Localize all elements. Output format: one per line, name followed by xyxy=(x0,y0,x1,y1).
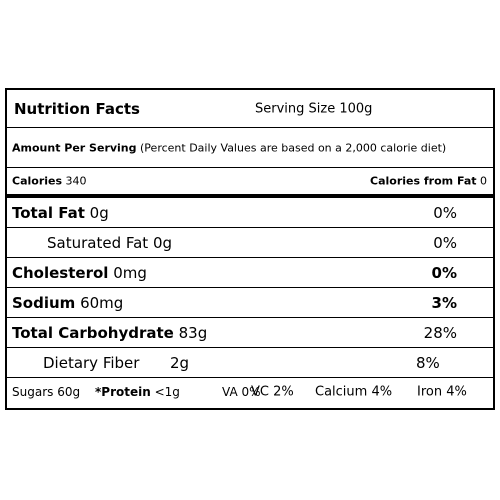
footer-value: 60g xyxy=(57,385,81,399)
footer-value: 4% xyxy=(446,384,467,400)
amount-note: (Percent Daily Values are based on a 2,0… xyxy=(140,141,447,154)
footer-value: 2% xyxy=(273,384,294,400)
nutrient: Total Fat 0g xyxy=(12,204,109,222)
footer-label: VA xyxy=(222,385,238,399)
title: Nutrition Facts xyxy=(14,99,140,118)
footer-value: <1g xyxy=(154,385,180,399)
nutrient-row: Total Fat 0g 0% xyxy=(7,198,493,228)
daily-value: 0% xyxy=(433,203,457,222)
footer-item: *Protein <1g xyxy=(95,385,180,399)
footer-row: Sugars 60g *Protein <1g VA 0% VC 2% Calc… xyxy=(7,378,493,406)
footer-value: 0% xyxy=(241,385,261,399)
calories-fat-label: Calories from Fat xyxy=(370,174,477,188)
nutrient-label: Total Fat xyxy=(12,203,85,222)
daily-value: 0% xyxy=(433,233,457,252)
amount-row: Amount Per Serving (Percent Daily Values… xyxy=(7,128,493,168)
calories-fat: Calories from Fat 0 xyxy=(370,175,487,188)
calories: Calories 340 xyxy=(12,175,87,188)
nutrient-amount: 83g xyxy=(178,323,208,342)
daily-value: 28% xyxy=(423,323,457,342)
nutrient-label: Sodium xyxy=(12,293,76,312)
nutrient-row: Total Carbohydrate 83g 28% xyxy=(7,318,493,348)
footer-item: Sugars 60g xyxy=(12,385,80,399)
nutrient-row: Sodium 60mg 3% xyxy=(7,288,493,318)
nutrient-amount: 2g xyxy=(170,353,190,372)
calories-label: Calories xyxy=(12,174,63,188)
nutrient-label: Cholesterol xyxy=(12,263,109,282)
footer-label: Calcium xyxy=(315,384,368,400)
nutrition-label: Nutrition Facts Serving Size 100g Amount… xyxy=(5,88,495,410)
footer-label: VC xyxy=(251,384,269,400)
footer-item: VA 0% xyxy=(222,385,261,399)
serving-size: Serving Size 100g xyxy=(255,101,373,116)
footer-label: *Protein xyxy=(95,385,151,399)
calories-value: 340 xyxy=(65,174,87,188)
amount-label: Amount Per Serving xyxy=(12,141,137,154)
daily-value: 8% xyxy=(416,353,440,372)
nutrient-amount: 60mg xyxy=(80,293,124,312)
nutrient-row: Dietary Fiber 2g 8% xyxy=(7,348,493,378)
nutrient: Cholesterol 0mg xyxy=(12,264,147,282)
nutrient: Total Carbohydrate 83g xyxy=(12,324,207,342)
calories-row: Calories 340 Calories from Fat 0 xyxy=(7,168,493,198)
nutrient-label: Total Carbohydrate xyxy=(12,323,174,342)
calories-fat-value: 0 xyxy=(480,174,487,188)
footer-label: Sugars xyxy=(12,385,54,399)
nutrient-amount: 0g xyxy=(89,203,109,222)
amount-text: Amount Per Serving (Percent Daily Values… xyxy=(12,141,446,154)
nutrient-amount: 0mg xyxy=(113,263,147,282)
footer-value: 4% xyxy=(371,384,393,400)
nutrient-amount: 0g xyxy=(152,233,173,252)
nutrient: Saturated Fat 0g xyxy=(47,234,172,252)
footer-item: Calcium 4% xyxy=(315,385,392,400)
header-row: Nutrition Facts Serving Size 100g xyxy=(7,90,493,128)
daily-value: 3% xyxy=(431,293,457,312)
nutrient: Sodium 60mg xyxy=(12,294,123,312)
daily-value: 0% xyxy=(431,263,457,282)
nutrient-label: Saturated Fat xyxy=(47,233,149,252)
footer-item: Iron 4% xyxy=(417,385,467,400)
nutrient-row: Saturated Fat 0g 0% xyxy=(7,228,493,258)
nutrient-label: Dietary Fiber xyxy=(43,353,140,372)
footer-label: Iron xyxy=(417,384,443,400)
nutrient-row: Cholesterol 0mg 0% xyxy=(7,258,493,288)
footer-item: VC 2% xyxy=(251,385,294,400)
